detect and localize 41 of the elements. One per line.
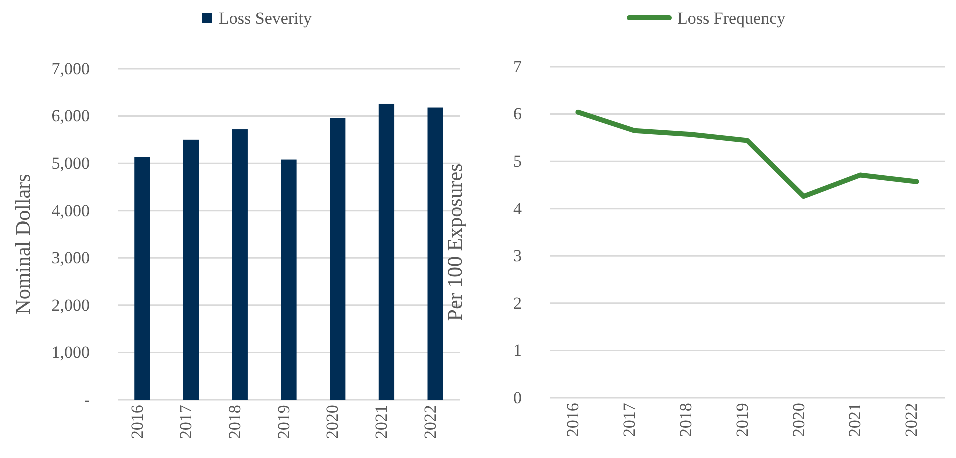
x-tick-label: 2016 xyxy=(564,403,583,438)
y-tick-label: 2,000 xyxy=(52,296,90,315)
bar xyxy=(428,108,444,400)
x-tick-label: 2020 xyxy=(789,403,808,438)
y-axis-title: Nominal Dollars xyxy=(11,174,35,315)
x-tick-label: 2020 xyxy=(323,405,342,440)
y-tick-label: 1,000 xyxy=(52,343,90,362)
y-tick-label: 6,000 xyxy=(52,106,90,126)
y-tick-label: - xyxy=(84,390,90,410)
y-tick-label: 5,000 xyxy=(52,154,90,174)
x-tick-label: 2021 xyxy=(372,405,392,440)
x-tick-label: 2021 xyxy=(846,403,865,438)
y-tick-label: 3 xyxy=(514,246,522,266)
bar xyxy=(281,160,297,400)
x-tick-label: 2018 xyxy=(676,403,696,438)
x-tick-label: 2017 xyxy=(176,404,196,440)
legend-label: Loss Frequency xyxy=(678,9,786,28)
y-tick-label: 1 xyxy=(514,341,522,360)
y-tick-label: 7,000 xyxy=(52,59,90,78)
bar xyxy=(232,130,248,400)
y-tick-label: 5 xyxy=(514,152,522,172)
x-tick-label: 2017 xyxy=(620,402,639,438)
x-tick-label: 2019 xyxy=(732,403,752,438)
x-tick-label: 2022 xyxy=(420,405,440,440)
y-axis-title: Per 100 Exposures xyxy=(443,164,467,322)
y-tick-label: 3,000 xyxy=(52,248,90,268)
legend-label: Loss Severity xyxy=(219,9,313,28)
y-tick-label: 0 xyxy=(514,388,522,408)
y-tick-label: 4,000 xyxy=(52,201,90,220)
bar xyxy=(378,104,395,400)
y-tick-label: 7 xyxy=(514,57,522,76)
y-tick-label: 6 xyxy=(514,104,522,124)
x-tick-label: 2022 xyxy=(902,403,922,438)
x-tick-label: 2016 xyxy=(128,405,147,440)
x-tick-label: 2019 xyxy=(274,405,294,440)
bar xyxy=(134,157,150,400)
bar xyxy=(183,140,200,400)
y-tick-label: 2 xyxy=(514,294,522,313)
x-tick-label: 2018 xyxy=(225,405,244,440)
y-tick-label: 4 xyxy=(514,199,522,218)
bar xyxy=(330,118,346,400)
